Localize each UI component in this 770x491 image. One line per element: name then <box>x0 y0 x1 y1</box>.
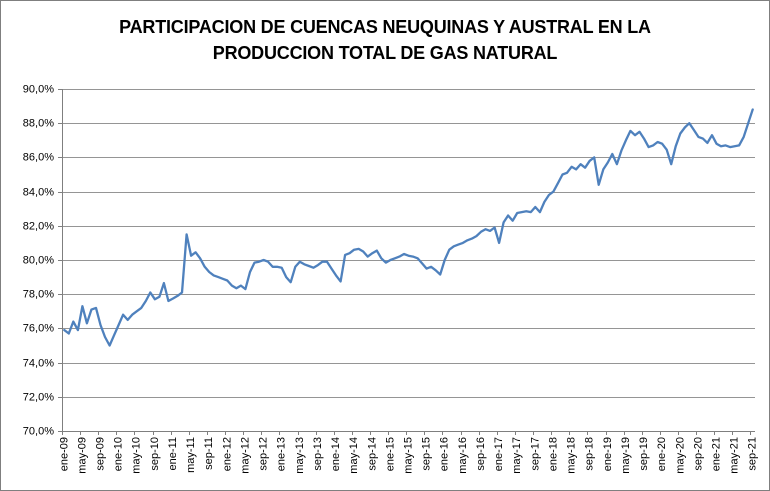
x-tick-label: ene-10 <box>113 437 125 471</box>
x-tick-label: sep-17 <box>529 437 541 471</box>
x-tick-label: may-15 <box>403 437 415 474</box>
x-tick-label: may-21 <box>729 437 741 474</box>
x-tick-label: sep-13 <box>312 437 324 471</box>
x-tick-label: may-14 <box>348 437 360 474</box>
x-tick-label: ene-12 <box>221 437 233 471</box>
x-tick-label: may-20 <box>674 437 686 474</box>
y-tick-label: 72,0% <box>23 392 54 404</box>
x-tick-label: sep-10 <box>149 437 161 471</box>
x-tick-label: ene-11 <box>167 437 179 470</box>
chart-title: PARTICIPACION DE CUENCAS NEUQUINAS Y AUS… <box>1 14 769 66</box>
x-tick-label: sep-11 <box>203 437 215 470</box>
x-tick-label: ene-15 <box>384 437 396 471</box>
x-tick-label: sep-19 <box>638 437 650 471</box>
x-tick-label: sep-20 <box>692 437 704 471</box>
y-tick-label: 86,0% <box>23 152 54 164</box>
x-tick-label: ene-14 <box>330 437 342 471</box>
y-tick-label: 76,0% <box>23 323 54 335</box>
x-tick-label: ene-17 <box>493 437 505 471</box>
x-tick-label: ene-18 <box>547 437 559 471</box>
y-tick-label: 90,0% <box>23 84 54 96</box>
x-axis-labels: ene-09 may-09 sep-09 ene-10 may-10 sep-10 ene-… <box>58 437 758 474</box>
x-tick-label: ene-13 <box>276 437 288 471</box>
y-tick-label: 88,0% <box>23 118 54 130</box>
x-tick-label: sep-12 <box>258 437 270 471</box>
y-tick-label: 74,0% <box>23 358 54 370</box>
x-ticks <box>62 431 751 435</box>
y-gridlines <box>58 89 755 432</box>
y-tick-label: 78,0% <box>23 289 54 301</box>
x-tick-label: may-17 <box>511 437 523 474</box>
x-tick-label: may-10 <box>131 437 143 474</box>
x-tick-label: ene-21 <box>711 437 723 471</box>
x-tick-label: may-19 <box>620 437 632 474</box>
x-tick-label: may-16 <box>457 437 469 474</box>
x-tick-label: ene-19 <box>602 437 614 471</box>
x-tick-label: may-12 <box>239 437 251 474</box>
x-tick-label: may-11 <box>185 437 197 473</box>
x-tick-label: sep-14 <box>366 437 378 471</box>
chart-title-line2: PRODUCCION TOTAL DE GAS NATURAL <box>212 43 558 63</box>
x-tick-label: sep-09 <box>95 437 107 471</box>
x-tick-label: ene-16 <box>439 437 451 471</box>
x-tick-label: ene-20 <box>656 437 668 471</box>
x-tick-label: sep-15 <box>421 437 433 471</box>
y-tick-label: 70,0% <box>23 426 54 438</box>
y-tick-label: 80,0% <box>23 255 54 267</box>
x-tick-label: sep-21 <box>747 437 759 471</box>
y-axis-labels: 90,0% 88,0% 86,0% 84,0% 82,0% 80,0% 78,0% 76,0%… <box>23 84 54 438</box>
data-series-line <box>63 108 754 347</box>
x-tick-label: sep-18 <box>584 437 596 471</box>
y-tick-label: 82,0% <box>23 221 54 233</box>
x-tick-label: sep-16 <box>475 437 487 471</box>
chart-title-line1: PARTICIPACION DE CUENCAS NEUQUINAS Y AUS… <box>119 17 651 37</box>
x-tick-label: may-13 <box>294 437 306 474</box>
x-tick-label: ene-09 <box>58 437 70 471</box>
x-tick-label: may-18 <box>566 437 578 474</box>
y-tick-label: 84,0% <box>23 187 54 199</box>
x-tick-label: may-09 <box>76 437 88 474</box>
